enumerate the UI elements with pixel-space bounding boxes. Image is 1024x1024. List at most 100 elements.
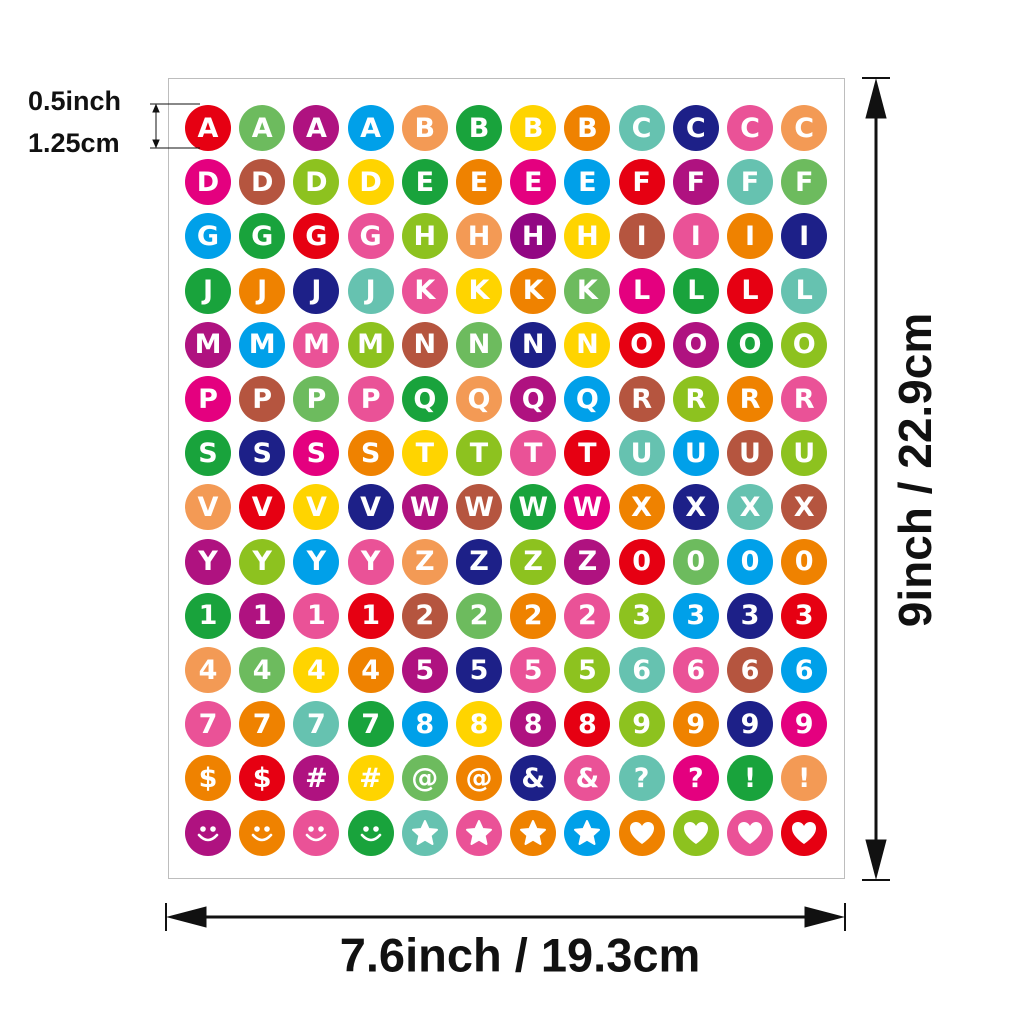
sticker-glyph: F [740, 166, 760, 198]
sticker: D [293, 159, 340, 206]
sticker: 6 [618, 647, 665, 693]
sticker: 2 [456, 592, 502, 639]
sticker: B [564, 105, 611, 151]
sticker-glyph: O [630, 329, 654, 361]
sticker-glyph: 4 [198, 654, 218, 686]
sticker-glyph: G [196, 220, 220, 252]
sticker-glyph: E [469, 166, 489, 198]
sticker-glyph: U [684, 437, 707, 469]
sticker: X [672, 484, 719, 531]
sticker-glyph: B [522, 112, 544, 144]
sticker-glyph: U [793, 437, 816, 469]
sticker-glyph: K [468, 275, 490, 307]
sticker-glyph: G [305, 220, 328, 252]
smiley-icon [356, 818, 386, 848]
sticker: 4 [239, 647, 286, 693]
sticker: I [727, 213, 773, 260]
sticker: K [510, 267, 557, 314]
sticker: O [781, 321, 828, 368]
sticker-glyph: Z [469, 546, 489, 578]
heart-icon [789, 818, 819, 848]
sticker: L [727, 267, 773, 314]
sticker: Q [510, 376, 557, 422]
sticker-glyph: E [578, 166, 597, 198]
sticker-glyph: N [413, 329, 437, 361]
sticker: M [239, 321, 286, 368]
sticker: M [293, 321, 340, 368]
sticker-glyph: J [311, 275, 322, 307]
sticker-glyph: P [198, 383, 218, 415]
sticker: 5 [510, 647, 557, 693]
sticker: F [727, 159, 773, 206]
sticker: I [618, 213, 665, 260]
sticker: 1 [239, 592, 286, 639]
sticker: R [727, 376, 773, 422]
sticker: 7 [293, 701, 340, 748]
sticker-glyph: 6 [632, 654, 651, 686]
sticker: K [564, 267, 611, 314]
sticker-glyph: H [521, 220, 545, 252]
sticker: N [401, 321, 448, 368]
sticker: K [401, 267, 448, 314]
sticker: X [781, 484, 828, 531]
sticker: Z [401, 538, 448, 585]
sticker-glyph: P [306, 383, 327, 415]
sticker: T [564, 430, 611, 477]
sticker: M [347, 321, 394, 368]
sticker-glyph: 9 [632, 708, 651, 740]
sticker: T [456, 430, 502, 477]
sticker-glyph: 1 [361, 600, 380, 632]
sticker-glyph: P [252, 383, 273, 415]
sticker: 5 [564, 647, 611, 693]
sticker: 7 [347, 701, 394, 748]
sticker-glyph: H [413, 220, 437, 252]
sticker: T [510, 430, 557, 477]
sticker: 0 [781, 538, 828, 585]
sticker-glyph: R [793, 383, 815, 415]
sticker-glyph: W [464, 491, 494, 523]
sticker-glyph: $ [252, 762, 272, 794]
sticker: P [239, 376, 286, 422]
sticker: A [239, 105, 286, 151]
sticker: P [347, 376, 394, 422]
sticker: 0 [672, 538, 719, 585]
sticker-glyph: Q [467, 383, 491, 415]
sticker-glyph: 5 [523, 654, 543, 686]
sticker: D [347, 159, 394, 206]
sticker-glyph: O [792, 329, 816, 361]
sticker-glyph: @ [465, 762, 493, 794]
sticker-glyph: A [251, 112, 273, 144]
sticker: V [293, 484, 340, 531]
sticker: 2 [401, 592, 448, 639]
sticker: X [727, 484, 773, 531]
sticker: 4 [185, 647, 231, 693]
sticker: ? [618, 755, 665, 802]
sticker-glyph: W [409, 491, 440, 523]
sticker: N [456, 321, 502, 368]
sticker: D [185, 159, 231, 206]
sticker-glyph: H [467, 220, 491, 252]
sticker: 0 [727, 538, 773, 585]
sticker: W [510, 484, 557, 531]
sticker-glyph: V [197, 491, 219, 523]
sticker: 9 [727, 701, 773, 748]
sticker-glyph: 0 [686, 546, 706, 578]
sticker-glyph: Q [413, 383, 437, 415]
sticker-glyph: 8 [415, 708, 435, 740]
sticker: F [781, 159, 828, 206]
sticker-glyph: V [251, 491, 273, 523]
sticker-glyph: D [250, 166, 274, 198]
sticker-glyph: G [359, 220, 382, 252]
sticker: Z [510, 538, 557, 585]
sticker: 1 [293, 592, 340, 639]
sticker-glyph: 5 [415, 654, 435, 686]
sticker: # [347, 755, 394, 802]
sticker: 3 [618, 592, 665, 639]
star-icon [464, 818, 494, 848]
sticker: 0 [618, 538, 665, 585]
sticker: T [401, 430, 448, 477]
sticker-glyph: Y [360, 546, 381, 578]
sticker-glyph: I [799, 220, 810, 252]
sticker: C [672, 105, 719, 151]
sticker [618, 809, 665, 856]
